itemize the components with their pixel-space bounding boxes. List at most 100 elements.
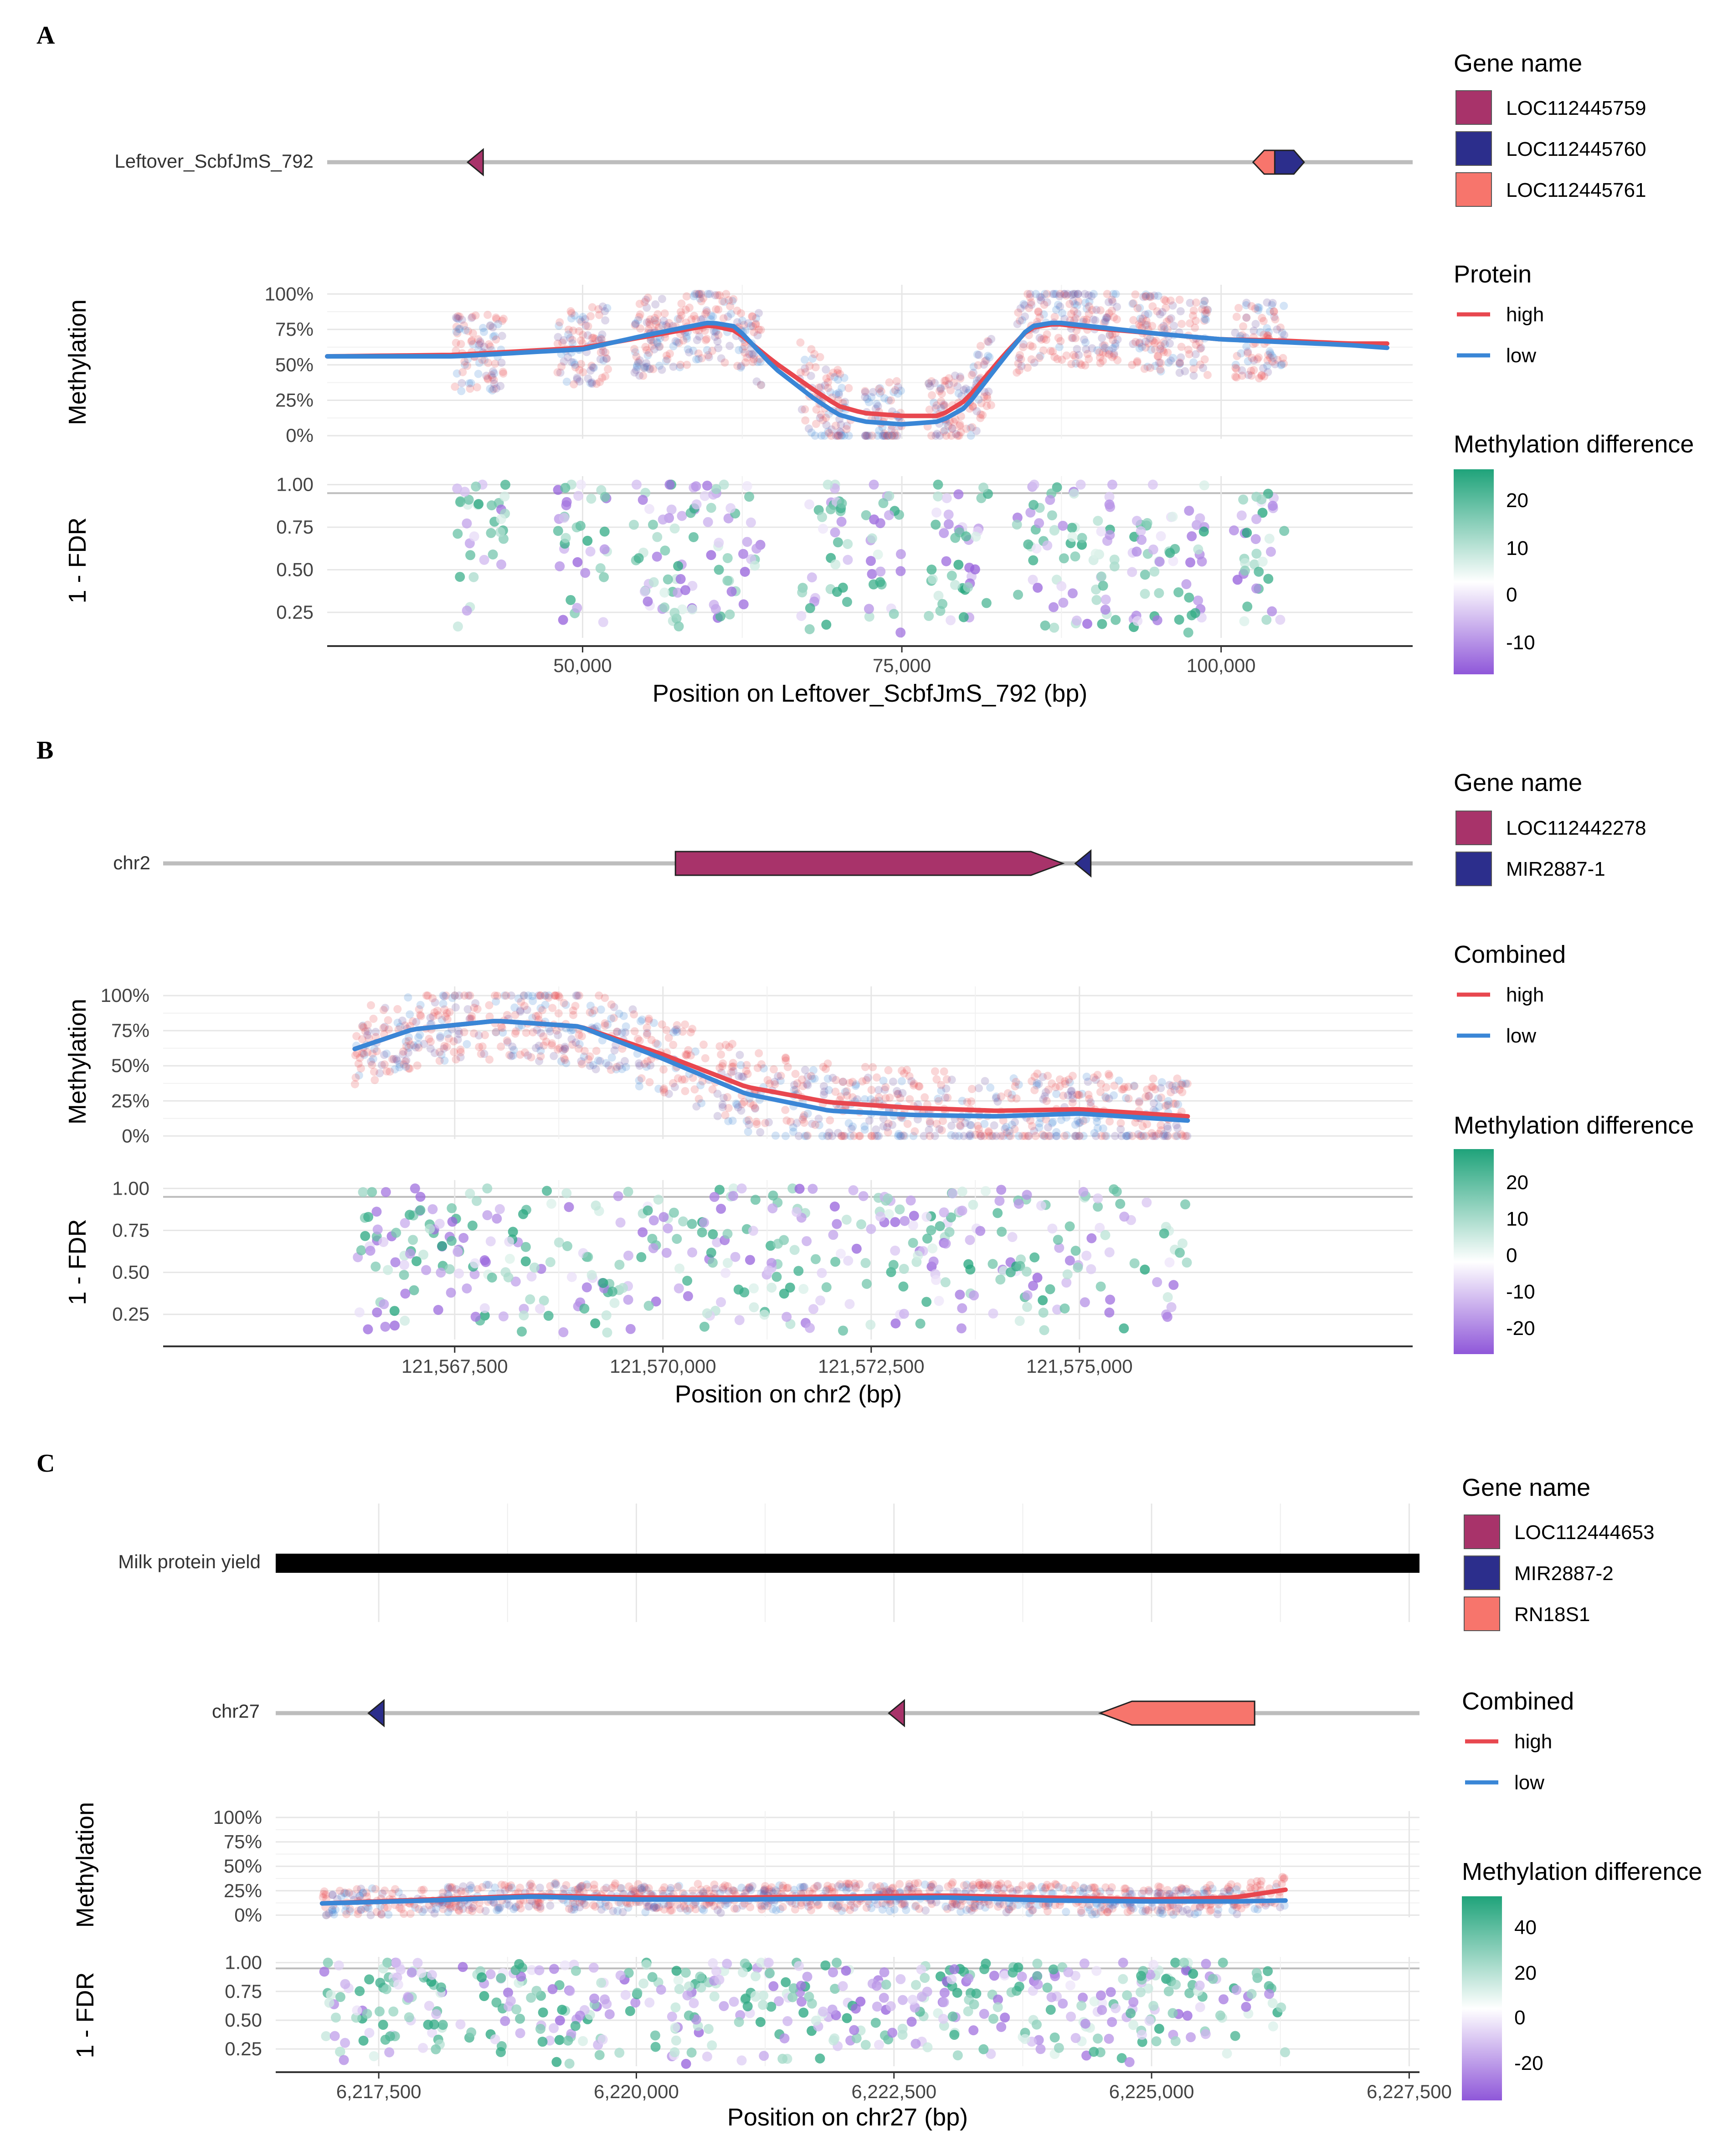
fdr-point-a-83 xyxy=(669,523,680,534)
meth-point-a-951 xyxy=(1151,345,1159,354)
fdr-point-a-221 xyxy=(924,611,934,621)
gene-loc112444653 xyxy=(888,1699,905,1728)
fdr-point-b-204 xyxy=(921,1211,932,1222)
meth-point-a-610 xyxy=(925,379,933,388)
meth-point-a-1006 xyxy=(1192,316,1200,325)
meth-point-b-564 xyxy=(520,1048,529,1057)
fdr-point-c-485 xyxy=(1008,1967,1018,1978)
meth-point-c-839 xyxy=(833,1904,841,1913)
meth-point-a-656 xyxy=(941,381,949,390)
meth-point-a-647 xyxy=(932,401,941,410)
meth-point-a-572 xyxy=(892,377,901,385)
fdr-point-a-343 xyxy=(1187,531,1197,541)
meth-point-a-532 xyxy=(893,431,901,440)
meth-point-b-510 xyxy=(735,1051,744,1059)
qtl-bar-milk-protein-yield xyxy=(276,1554,1419,1573)
fdr-point-c-224 xyxy=(323,1957,333,1968)
meth-point-c-28 xyxy=(1062,1908,1070,1916)
meth-point-a-890 xyxy=(1196,360,1204,369)
meth-point-a-553 xyxy=(891,386,900,395)
fdr-point-c-117 xyxy=(1126,2008,1136,2018)
fdr-point-c-463 xyxy=(554,2035,565,2045)
meth-point-b-615 xyxy=(931,1067,939,1076)
meth-point-a-351 xyxy=(726,302,735,311)
fdr-point-a-214 xyxy=(875,518,885,529)
fdr-point-b-99 xyxy=(590,1318,601,1329)
fdr-point-c-6 xyxy=(979,2009,989,2019)
meth-point-a-491 xyxy=(834,375,843,384)
fdr-point-c-392 xyxy=(364,1974,375,1985)
meth-point-b-761 xyxy=(539,1032,548,1041)
meth-point-b-553 xyxy=(441,1012,450,1021)
meth-point-a-878 xyxy=(1153,352,1162,360)
meth-point-b-750 xyxy=(801,1066,809,1074)
meth-point-a-232 xyxy=(658,321,667,330)
meth-point-a-142 xyxy=(603,304,612,313)
meth-point-a-386 xyxy=(720,298,729,306)
fdr-point-b-38 xyxy=(955,1289,965,1300)
meth-point-a-227 xyxy=(641,343,650,351)
fdr-point-b-274 xyxy=(785,1282,795,1293)
meth-point-a-228 xyxy=(665,349,674,358)
meth-point-a-125 xyxy=(557,362,566,371)
meth-point-c-988 xyxy=(862,1903,871,1912)
meth-point-a-283 xyxy=(641,362,649,371)
meth-point-c-977 xyxy=(1018,1881,1027,1889)
gene-loc112445760 xyxy=(1274,149,1305,175)
meth-point-a-38 xyxy=(484,359,493,367)
meth-point-c-773 xyxy=(746,1903,755,1911)
meth-point-c-711 xyxy=(567,1887,576,1895)
meth-point-b-812 xyxy=(678,1075,686,1084)
fdr-point-c-451 xyxy=(907,1995,918,2005)
meth-point-a-714 xyxy=(1073,309,1082,318)
x-tick-label-a-0: 50,000 xyxy=(553,655,612,676)
meth-point-a-787 xyxy=(1053,355,1062,364)
fdr-point-b-66 xyxy=(399,1270,409,1280)
meth-point-a-159 xyxy=(555,318,564,327)
fdr-point-b-113 xyxy=(1080,1297,1090,1308)
meth-point-a-629 xyxy=(973,350,982,359)
meth-point-a-440 xyxy=(822,413,830,422)
meth-point-a-1085 xyxy=(1260,330,1268,339)
fdr-point-c-499 xyxy=(403,1992,414,2003)
meth-point-b-832 xyxy=(443,1030,452,1038)
fdr-point-c-488 xyxy=(968,2025,979,2036)
meth-point-b-426 xyxy=(352,1032,361,1041)
fdr-point-b-402 xyxy=(658,1212,669,1222)
meth-point-a-62 xyxy=(490,380,499,388)
meth-point-a-860 xyxy=(1089,290,1098,298)
fdr-point-a-162 xyxy=(836,517,847,527)
meth-point-a-643 xyxy=(945,374,953,383)
fdr-point-b-419 xyxy=(390,1257,401,1268)
meth-point-a-70 xyxy=(483,311,492,319)
meth-point-a-270 xyxy=(701,336,710,344)
meth-point-a-624 xyxy=(951,371,959,380)
fdr-point-b-387 xyxy=(722,1229,733,1239)
fdr-point-c-312 xyxy=(656,1985,666,1995)
fdr-point-a-140 xyxy=(725,503,736,513)
meth-point-a-262 xyxy=(695,332,704,341)
fdr-point-c-210 xyxy=(549,2023,559,2033)
fdr-point-c-513 xyxy=(1171,1979,1181,1990)
fdr-point-b-235 xyxy=(908,1220,918,1231)
meth-point-c-801 xyxy=(1253,1905,1262,1914)
meth-point-a-164 xyxy=(589,363,597,372)
meth-point-a-1097 xyxy=(1268,299,1277,308)
meth-point-a-136 xyxy=(568,339,577,348)
meth-point-a-102 xyxy=(556,368,565,377)
fdr-point-b-374 xyxy=(687,1219,697,1229)
meth-point-b-558 xyxy=(931,1132,939,1140)
meth-point-c-863 xyxy=(760,1886,768,1895)
fdr-point-b-41 xyxy=(1119,1323,1129,1334)
meth-point-a-255 xyxy=(676,360,685,369)
meth-point-a-113 xyxy=(601,348,610,357)
fdr-point-a-289 xyxy=(1077,533,1087,543)
fdr-point-a-128 xyxy=(714,538,724,548)
meth-point-a-886 xyxy=(1129,339,1137,348)
fdr-point-b-344 xyxy=(465,1188,475,1199)
meth-point-a-83 xyxy=(453,314,461,323)
meth-point-b-795 xyxy=(963,1098,972,1106)
fdr-point-a-27 xyxy=(499,491,510,502)
meth-point-c-935 xyxy=(805,1887,814,1896)
colorbar-tick-c-1: 40 xyxy=(1514,1916,1537,1939)
